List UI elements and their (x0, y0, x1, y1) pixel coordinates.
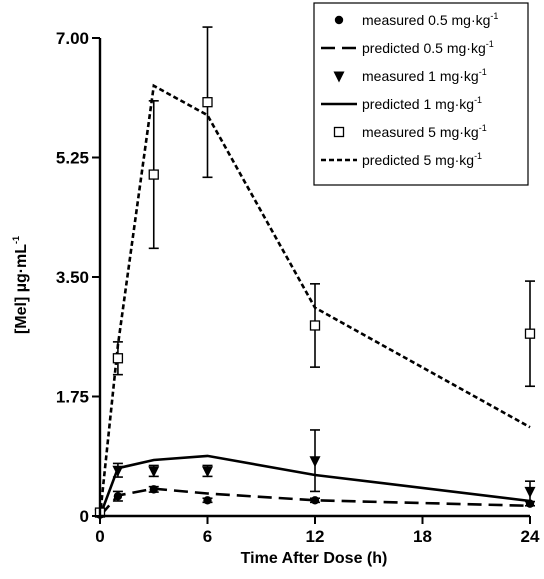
y-tick-label: 0 (80, 507, 89, 526)
legend-label-text: predicted 0.5 mg·kg (362, 40, 486, 56)
data-point (113, 491, 123, 501)
data-point (112, 465, 124, 477)
legend-label: measured 5 mg·kg-1 (362, 123, 487, 140)
data-point (112, 353, 124, 364)
legend-label-text: measured 0.5 mg·kg (362, 12, 490, 28)
data-point (148, 169, 159, 180)
legend-label: measured 1 mg·kg-1 (362, 67, 487, 84)
axes: 0 1.75 3.50 5.25 7.00 0 6 12 18 24 (56, 29, 540, 546)
y-axis-title-sup: -1 (11, 236, 21, 244)
legend-label-sup: -1 (479, 67, 487, 77)
legend-label-text: predicted 5 mg·kg (362, 152, 474, 168)
legend-marker (333, 71, 345, 83)
legend-label-sup: -1 (474, 151, 482, 161)
data-point (149, 485, 158, 494)
y-axis-title: [Mel] µg·mL-1 (11, 236, 30, 334)
legend-marker (333, 126, 345, 138)
data-point (202, 466, 213, 478)
series-line (98, 454, 531, 517)
data-point (524, 486, 536, 498)
legend-label: predicted 0.5 mg·kg-1 (362, 39, 494, 56)
data-point (309, 456, 321, 468)
data-point (202, 97, 213, 108)
legend-label-sup: -1 (490, 11, 498, 21)
plot-area (94, 26, 536, 521)
legend-marker (334, 15, 344, 25)
data-point (310, 496, 320, 505)
legend-label: predicted 1 mg·kg-1 (362, 95, 482, 112)
legend-label-sup: -1 (486, 39, 494, 49)
legend-label-text: measured 5 mg·kg (362, 124, 479, 140)
data-point (203, 496, 212, 505)
x-tick-label: 0 (95, 527, 104, 546)
y-tick-label: 7.00 (56, 29, 89, 48)
legend-label-sup: -1 (474, 95, 482, 105)
y-tick-label: 1.75 (56, 388, 89, 407)
x-tick-label: 18 (413, 527, 432, 546)
y-tick-label: 3.50 (56, 268, 89, 287)
x-tick-label: 24 (521, 527, 540, 546)
data-point (524, 328, 536, 339)
x-tick-label: 6 (203, 527, 212, 546)
x-axis-title: Time After Dose (h) (241, 550, 388, 567)
legend-label: measured 0.5 mg·kg-1 (362, 11, 498, 28)
series-line (98, 83, 531, 517)
legend-label-text: measured 1 mg·kg (362, 68, 479, 84)
data-point (309, 320, 321, 331)
legend-label: predicted 5 mg·kg-1 (362, 151, 482, 168)
y-tick-label: 5.25 (56, 149, 89, 168)
x-tick-label: 12 (306, 527, 325, 546)
legend-label-sup: -1 (479, 123, 487, 133)
legend-box (313, 2, 529, 186)
data-point (148, 466, 160, 478)
y-axis-title-main: [Mel] µg·mL (13, 244, 30, 334)
legend-label-text: predicted 1 mg·kg (362, 96, 474, 112)
